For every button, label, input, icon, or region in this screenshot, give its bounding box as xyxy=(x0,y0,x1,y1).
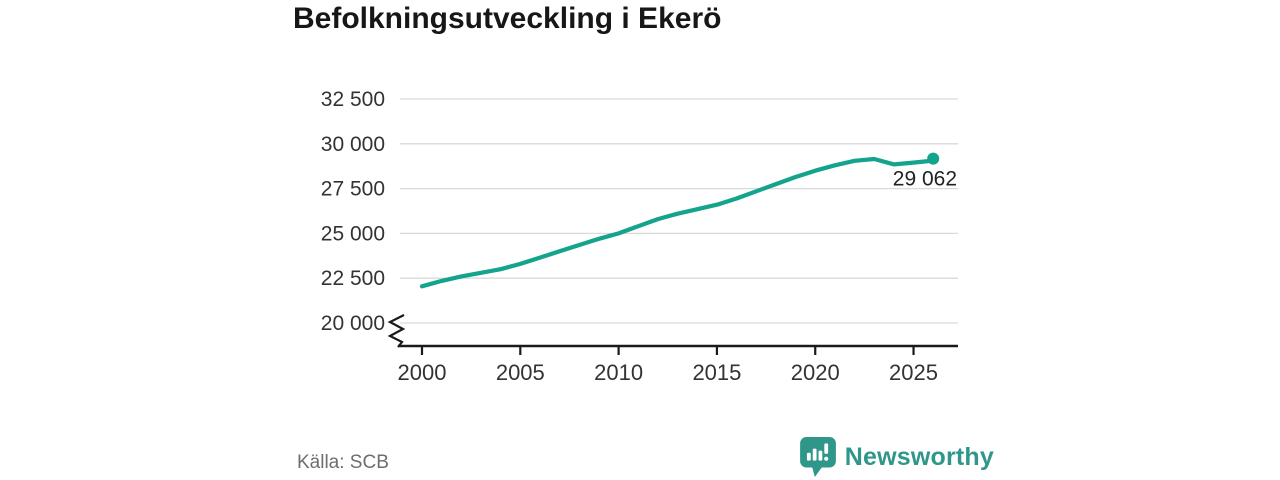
newsworthy-logo-icon xyxy=(799,437,836,477)
y-axis-labels-group: 20 000 22 500 25 000 27 500 30 000 32 500 xyxy=(321,88,385,335)
y-tick-label: 32 500 xyxy=(321,88,385,111)
x-tick-label: 2005 xyxy=(496,360,545,385)
source-note: Källa: SCB xyxy=(297,452,389,473)
x-tick-label: 2020 xyxy=(791,360,840,385)
brand-name: Newsworthy xyxy=(844,442,994,471)
page-title: Befolkningsutveckling i Ekerö xyxy=(293,2,722,35)
gridlines-group xyxy=(400,98,958,324)
y-tick-label: 25 000 xyxy=(321,222,385,245)
y-tick-label: 27 500 xyxy=(321,178,385,201)
last-point-dot xyxy=(927,152,940,165)
x-tick-label: 2010 xyxy=(594,360,643,385)
axis-break-icon xyxy=(387,314,406,348)
axis-break-group xyxy=(387,314,406,348)
brand-block: Newsworthy xyxy=(799,437,994,477)
last-value-label: 29 062 xyxy=(893,168,957,191)
annotation-group: 29 062 xyxy=(893,168,957,191)
logo-bubble-shape xyxy=(799,437,836,477)
population-line xyxy=(419,156,936,289)
y-tick-label: 30 000 xyxy=(321,133,385,156)
chart-content: Befolkningsutveckling i Ekerö 20 000 22 5… xyxy=(290,0,994,480)
x-tick-label: 2000 xyxy=(398,360,447,385)
y-tick-label: 20 000 xyxy=(321,312,385,335)
logo-bars-icon xyxy=(806,443,829,461)
series-group xyxy=(419,152,940,289)
y-tick-label: 22 500 xyxy=(321,267,385,290)
chart-svg: 20 000 22 500 25 000 27 500 30 000 32 500 200… xyxy=(321,88,958,385)
x-tick-label: 2025 xyxy=(889,360,938,385)
x-tick-label: 2015 xyxy=(692,360,741,385)
x-axis-group: 2000 2005 2010 2015 2020 2025 xyxy=(398,344,958,385)
